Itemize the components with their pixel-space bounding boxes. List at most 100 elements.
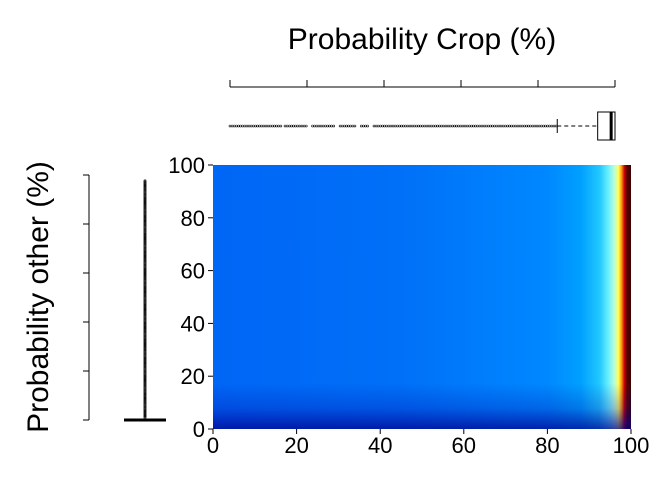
top-outlier-point [315,124,319,128]
top-outlier-point [503,124,507,128]
top-outlier-point [440,124,444,128]
top-outlier-point [319,124,323,128]
top-outlier-point [542,124,545,128]
top-outlier-point [328,124,331,128]
left-boxplot [124,179,166,422]
top-outlier-point [247,124,251,128]
top-outlier-point [484,124,488,128]
top-outlier-point [436,124,439,128]
top-outlier-point [467,124,471,128]
top-outlier-point [279,124,283,128]
top-outlier-point [548,124,552,128]
top-outlier-point [480,124,484,128]
left-marginal-axis [83,174,90,421]
top-outlier-point [345,124,348,128]
top-outlier-point [343,124,346,128]
top-outlier-point [512,124,516,128]
top-outlier-point [550,124,554,128]
left-outlier-point [143,179,147,183]
top-outlier-point [351,124,355,128]
top-outlier-point [434,124,437,128]
top-outlier-point [425,124,429,128]
top-outlier-point [529,124,532,128]
top-outlier-point [338,124,342,128]
top-outlier-point [525,124,528,128]
top-outlier-point [537,124,541,128]
y-tick-label: 80 [181,206,205,231]
top-outlier-point [232,124,236,128]
top-outlier-point [499,124,503,128]
top-outlier-point [438,124,441,128]
x-tick-label: 0 [207,433,219,458]
top-outlier-point [235,124,238,128]
top-outlier-point [285,124,289,128]
top-outlier-point [493,124,496,128]
top-outlier-point [251,124,255,128]
top-outlier-point [302,124,306,128]
top-outlier-point [415,124,418,128]
top-outlier-point [290,124,293,128]
top-outlier-point [241,124,245,128]
top-outlier-point [459,124,463,128]
top-outlier-point [330,124,333,128]
top-outlier-point [427,124,431,128]
top-outlier-point [451,124,454,128]
top-outlier-point [262,124,266,128]
top-outlier-point [256,124,259,128]
top-outlier-point [417,124,420,128]
top-outlier-point [321,124,325,128]
top-outlier-point [421,124,424,128]
y-tick-label: 0 [193,417,205,442]
y-tick-label: 40 [181,311,205,336]
top-outlier-point [419,124,422,128]
top-outlier-point [510,124,513,128]
top-outlier-point [374,124,378,128]
top-outlier-point [497,124,501,128]
top-outlier-point [389,124,393,128]
top-outlier-point [487,124,490,128]
top-outlier-point [491,124,494,128]
top-outlier-point [482,124,486,128]
top-outlier-point [300,124,304,128]
y-tick-label: 20 [181,364,205,389]
top-outlier-point [470,124,473,128]
top-outlier-point [539,124,543,128]
top-outlier-point [489,124,492,128]
top-outlier-point [520,124,524,128]
top-outlier-point [304,124,308,128]
top-outlier-point [408,124,412,128]
top-outlier-point [313,124,317,128]
top-outlier-point [385,124,388,128]
top-outlier-point [533,124,537,128]
top-outlier-point [359,124,363,128]
top-outlier-point [544,124,547,128]
x-tick-label: 20 [284,433,308,458]
top-outlier-point [393,124,397,128]
top-outlier-point [294,124,297,128]
top-outlier-point [448,124,452,128]
top-outlier-point [326,124,329,128]
top-outlier-point [296,124,300,128]
top-outlier-point [478,124,482,128]
top-outlier-point [391,124,395,128]
x-tick-label: 60 [452,433,476,458]
top-outlier-point [376,124,380,128]
top-outlier-point [474,124,477,128]
top-outlier-point [260,124,264,128]
top-outlier-point [273,124,276,128]
top-outlier-point [379,124,382,128]
top-outlier-point [506,124,509,128]
y-axis: 0 20 40 60 80 100 [168,153,213,442]
top-marginal-axis [229,80,616,88]
top-outlier-point [249,124,253,128]
top-outlier-point [362,124,365,128]
top-outlier-point [332,124,336,128]
y-tick-label: 60 [181,259,205,284]
top-outlier-point [527,124,530,128]
top-outlier-point [406,124,410,128]
top-outlier-point [237,124,240,128]
top-outlier-point [381,124,384,128]
top-outlier-point [501,124,505,128]
top-outlier-point [311,124,314,128]
